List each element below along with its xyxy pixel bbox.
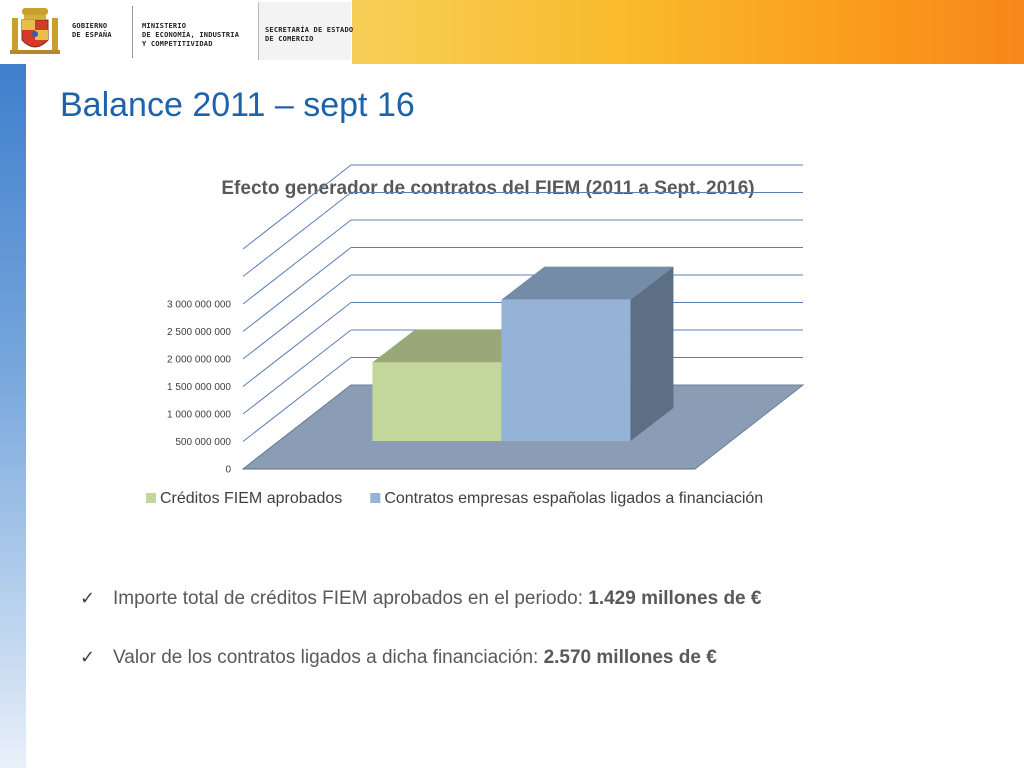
legend-swatch xyxy=(146,493,156,503)
page-title: Balance 2011 – sept 16 xyxy=(60,86,415,124)
bullet-value: 2.570 millones de € xyxy=(543,647,717,668)
legend-swatch xyxy=(370,493,381,503)
y-tick-label: 0 xyxy=(225,465,231,476)
bar-top-face xyxy=(501,266,674,300)
gridline xyxy=(242,192,352,277)
bar xyxy=(372,362,502,441)
gridline xyxy=(242,219,352,305)
y-tick-label: 1 000 000 000 xyxy=(167,410,231,421)
secretaria-label: SECRETARÍA DE ESTADO DE COMERCIO xyxy=(265,26,354,43)
coat-of-arms-icon xyxy=(10,8,60,54)
gridline xyxy=(242,274,352,360)
y-tick-label: 500 000 000 xyxy=(175,437,231,448)
chart-legend: Créditos FIEM aprobados Contratos empresa… xyxy=(146,490,763,507)
secretaria-box: SECRETARÍA DE ESTADO DE COMERCIO xyxy=(258,2,354,60)
chart-title: Efecto generador de contratos del FIEM (… xyxy=(221,178,754,199)
checkmark-icon: ✓ xyxy=(80,588,96,609)
bar-side-face xyxy=(630,266,674,441)
ministerio-label: MINISTERIO DE ECONOMÍA, INDUSTRIA Y COMP… xyxy=(142,22,240,48)
gobierno-label: GOBIERNO DE ESPAÑA xyxy=(72,22,112,39)
bullet-value: 1.429 millones de € xyxy=(588,588,762,609)
y-tick-label: 3 000 000 000 xyxy=(167,300,231,311)
y-tick-label: 2 000 000 000 xyxy=(167,355,231,366)
y-tick-label: 2 500 000 000 xyxy=(167,327,231,338)
bar xyxy=(501,299,631,441)
y-axis: 0 500 000 000 1 000 000 000 1 500 000 000 2 … xyxy=(167,300,231,476)
header-bar: GOBIERNO DE ESPAÑA MINISTERIO DE ECONOMÍ… xyxy=(0,0,1024,64)
bullet-text: Valor de los contratos ligados a dicha f… xyxy=(113,647,544,668)
gridline xyxy=(242,302,352,387)
chart-bars xyxy=(372,266,674,441)
header-divider xyxy=(132,6,133,58)
chart: Efecto generador de contratos del FIEM (… xyxy=(146,164,805,507)
legend-label: Contratos empresas españolas ligados a f… xyxy=(384,490,763,507)
legend-label: Créditos FIEM aprobados xyxy=(160,490,342,507)
side-decoration-bar xyxy=(0,64,26,768)
gridline xyxy=(242,357,352,442)
gridline xyxy=(242,329,352,415)
checkmark-icon: ✓ xyxy=(80,647,96,668)
bullet-text: Importe total de créditos FIEM aprobados… xyxy=(113,588,589,609)
gridline xyxy=(242,247,352,332)
gridline xyxy=(242,164,352,250)
y-tick-label: 1 500 000 000 xyxy=(167,382,231,393)
logo-panel: GOBIERNO DE ESPAÑA MINISTERIO DE ECONOMÍ… xyxy=(0,0,354,64)
